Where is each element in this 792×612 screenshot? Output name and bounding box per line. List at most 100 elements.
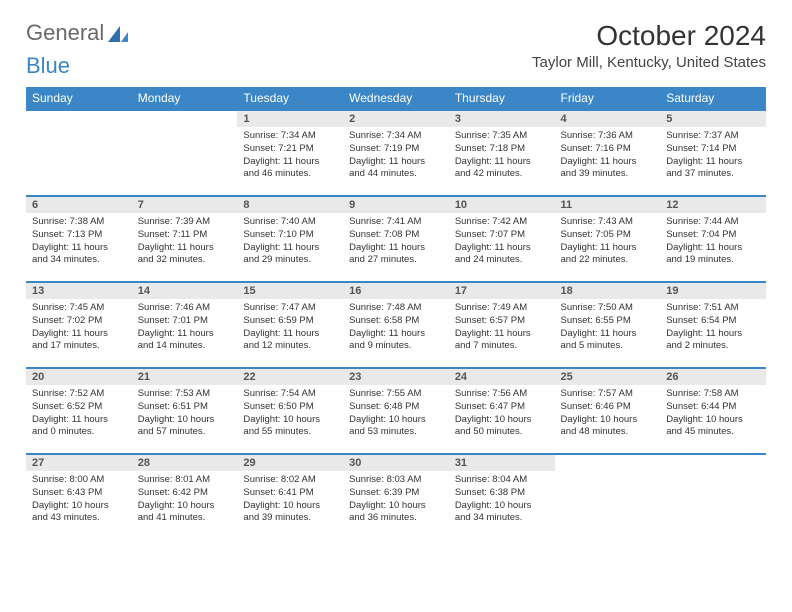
sunrise-text: Sunrise: 7:58 AM (666, 388, 760, 401)
daylight-text: Daylight: 10 hours and 48 minutes. (561, 414, 655, 440)
day-number: 9 (343, 197, 449, 213)
calendar-cell: 23Sunrise: 7:55 AMSunset: 6:48 PMDayligh… (343, 368, 449, 454)
daylight-text: Daylight: 10 hours and 45 minutes. (666, 414, 760, 440)
day-number: 14 (132, 283, 238, 299)
sunset-text: Sunset: 7:19 PM (349, 143, 443, 156)
logo-sail-icon (108, 26, 128, 42)
daylight-text: Daylight: 10 hours and 53 minutes. (349, 414, 443, 440)
sunrise-text: Sunrise: 7:35 AM (455, 130, 549, 143)
day-data: Sunrise: 7:49 AMSunset: 6:57 PMDaylight:… (449, 299, 555, 357)
sunset-text: Sunset: 7:07 PM (455, 229, 549, 242)
sunset-text: Sunset: 7:21 PM (243, 143, 337, 156)
sunrise-text: Sunrise: 8:04 AM (455, 474, 549, 487)
day-data: Sunrise: 7:35 AMSunset: 7:18 PMDaylight:… (449, 127, 555, 185)
sunset-text: Sunset: 6:47 PM (455, 401, 549, 414)
daylight-text: Daylight: 10 hours and 41 minutes. (138, 500, 232, 526)
day-number: 11 (555, 197, 661, 213)
day-data: Sunrise: 7:40 AMSunset: 7:10 PMDaylight:… (237, 213, 343, 271)
month-title: October 2024 (532, 20, 766, 52)
daylight-text: Daylight: 11 hours and 24 minutes. (455, 242, 549, 268)
daylight-text: Daylight: 11 hours and 22 minutes. (561, 242, 655, 268)
sunrise-text: Sunrise: 7:37 AM (666, 130, 760, 143)
sunset-text: Sunset: 6:52 PM (32, 401, 126, 414)
calendar-cell: 13Sunrise: 7:45 AMSunset: 7:02 PMDayligh… (26, 282, 132, 368)
daylight-text: Daylight: 10 hours and 36 minutes. (349, 500, 443, 526)
calendar-cell: 11Sunrise: 7:43 AMSunset: 7:05 PMDayligh… (555, 196, 661, 282)
daylight-text: Daylight: 11 hours and 19 minutes. (666, 242, 760, 268)
sunset-text: Sunset: 6:50 PM (243, 401, 337, 414)
day-data: Sunrise: 7:54 AMSunset: 6:50 PMDaylight:… (237, 385, 343, 443)
calendar-cell: 20Sunrise: 7:52 AMSunset: 6:52 PMDayligh… (26, 368, 132, 454)
weekday-header: Thursday (449, 87, 555, 110)
day-number: 22 (237, 369, 343, 385)
day-number: 3 (449, 111, 555, 127)
sunset-text: Sunset: 6:51 PM (138, 401, 232, 414)
day-data: Sunrise: 7:50 AMSunset: 6:55 PMDaylight:… (555, 299, 661, 357)
day-data: Sunrise: 7:45 AMSunset: 7:02 PMDaylight:… (26, 299, 132, 357)
calendar-cell: 10Sunrise: 7:42 AMSunset: 7:07 PMDayligh… (449, 196, 555, 282)
day-number: 7 (132, 197, 238, 213)
daylight-text: Daylight: 11 hours and 14 minutes. (138, 328, 232, 354)
day-data: Sunrise: 7:58 AMSunset: 6:44 PMDaylight:… (660, 385, 766, 443)
day-number: 6 (26, 197, 132, 213)
day-number: 29 (237, 455, 343, 471)
calendar-cell: 4Sunrise: 7:36 AMSunset: 7:16 PMDaylight… (555, 110, 661, 196)
calendar-cell: 29Sunrise: 8:02 AMSunset: 6:41 PMDayligh… (237, 454, 343, 540)
sunrise-text: Sunrise: 7:53 AM (138, 388, 232, 401)
day-data: Sunrise: 7:55 AMSunset: 6:48 PMDaylight:… (343, 385, 449, 443)
logo-text-2: Blue (26, 53, 70, 78)
daylight-text: Daylight: 10 hours and 34 minutes. (455, 500, 549, 526)
calendar-cell: 9 Sunrise: 7:41 AMSunset: 7:08 PMDaylight… (343, 196, 449, 282)
sunset-text: Sunset: 6:58 PM (349, 315, 443, 328)
calendar-cell: 18Sunrise: 7:50 AMSunset: 6:55 PMDayligh… (555, 282, 661, 368)
sunset-text: Sunset: 7:08 PM (349, 229, 443, 242)
daylight-text: Daylight: 11 hours and 29 minutes. (243, 242, 337, 268)
sunset-text: Sunset: 6:42 PM (138, 487, 232, 500)
sunrise-text: Sunrise: 7:55 AM (349, 388, 443, 401)
daylight-text: Daylight: 11 hours and 34 minutes. (32, 242, 126, 268)
sunrise-text: Sunrise: 7:45 AM (32, 302, 126, 315)
sunrise-text: Sunrise: 7:54 AM (243, 388, 337, 401)
day-number: 30 (343, 455, 449, 471)
day-data: Sunrise: 7:52 AMSunset: 6:52 PMDaylight:… (26, 385, 132, 443)
sunset-text: Sunset: 6:57 PM (455, 315, 549, 328)
day-number: 28 (132, 455, 238, 471)
day-data: Sunrise: 7:38 AMSunset: 7:13 PMDaylight:… (26, 213, 132, 271)
day-data: Sunrise: 7:51 AMSunset: 6:54 PMDaylight:… (660, 299, 766, 357)
sunrise-text: Sunrise: 7:39 AM (138, 216, 232, 229)
calendar-cell: 26Sunrise: 7:58 AMSunset: 6:44 PMDayligh… (660, 368, 766, 454)
day-data: Sunrise: 7:36 AMSunset: 7:16 PMDaylight:… (555, 127, 661, 185)
daylight-text: Daylight: 11 hours and 12 minutes. (243, 328, 337, 354)
sunset-text: Sunset: 7:11 PM (138, 229, 232, 242)
calendar-cell: 16Sunrise: 7:48 AMSunset: 6:58 PMDayligh… (343, 282, 449, 368)
day-data: Sunrise: 7:46 AMSunset: 7:01 PMDaylight:… (132, 299, 238, 357)
daylight-text: Daylight: 10 hours and 50 minutes. (455, 414, 549, 440)
calendar-week: 6Sunrise: 7:38 AMSunset: 7:13 PMDaylight… (26, 196, 766, 282)
day-data: Sunrise: 8:01 AMSunset: 6:42 PMDaylight:… (132, 471, 238, 529)
sunrise-text: Sunrise: 7:49 AM (455, 302, 549, 315)
day-number: 1 (237, 111, 343, 127)
day-number: 4 (555, 111, 661, 127)
daylight-text: Daylight: 11 hours and 27 minutes. (349, 242, 443, 268)
sunset-text: Sunset: 6:55 PM (561, 315, 655, 328)
weekday-header: Sunday (26, 87, 132, 110)
calendar-body: 1Sunrise: 7:34 AMSunset: 7:21 PMDaylight… (26, 110, 766, 540)
sunrise-text: Sunrise: 7:50 AM (561, 302, 655, 315)
weekday-header: Monday (132, 87, 238, 110)
calendar-cell: 5Sunrise: 7:37 AMSunset: 7:14 PMDaylight… (660, 110, 766, 196)
daylight-text: Daylight: 11 hours and 9 minutes. (349, 328, 443, 354)
day-number: 19 (660, 283, 766, 299)
calendar-cell: 14Sunrise: 7:46 AMSunset: 7:01 PMDayligh… (132, 282, 238, 368)
sunset-text: Sunset: 6:54 PM (666, 315, 760, 328)
day-data: Sunrise: 7:43 AMSunset: 7:05 PMDaylight:… (555, 213, 661, 271)
calendar-table: SundayMondayTuesdayWednesdayThursdayFrid… (26, 87, 766, 540)
calendar-cell: 1Sunrise: 7:34 AMSunset: 7:21 PMDaylight… (237, 110, 343, 196)
day-data: Sunrise: 7:56 AMSunset: 6:47 PMDaylight:… (449, 385, 555, 443)
sunrise-text: Sunrise: 8:03 AM (349, 474, 443, 487)
calendar-cell: 28Sunrise: 8:01 AMSunset: 6:42 PMDayligh… (132, 454, 238, 540)
calendar-cell (555, 454, 661, 540)
sunrise-text: Sunrise: 7:41 AM (349, 216, 443, 229)
day-number: 21 (132, 369, 238, 385)
day-data: Sunrise: 7:39 AMSunset: 7:11 PMDaylight:… (132, 213, 238, 271)
calendar-cell: 21Sunrise: 7:53 AMSunset: 6:51 PMDayligh… (132, 368, 238, 454)
